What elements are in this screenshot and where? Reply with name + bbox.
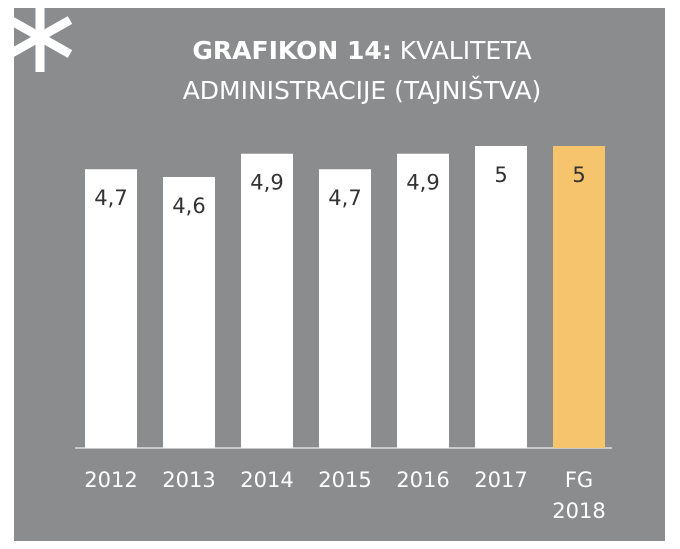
chart-title: GRAFIKON 14: KVALITETA <box>192 36 531 65</box>
data-label: 4,6 <box>172 194 205 218</box>
x-tick-label: FG 2018 <box>552 468 605 523</box>
x-tick-label: 2015 <box>318 468 371 492</box>
x-tick-label: 2012 <box>84 468 137 492</box>
bar <box>163 176 215 448</box>
data-label: 4,9 <box>250 171 283 195</box>
bar <box>241 153 293 448</box>
bar <box>475 146 527 448</box>
bar <box>553 146 605 448</box>
title-part: KVALITETA <box>392 36 532 65</box>
x-tick-label: 2013 <box>162 468 215 492</box>
chart-title: ADMINISTRACIJE (TAJNIŠTVA) <box>183 75 542 105</box>
bar <box>319 169 371 448</box>
data-label: 4,7 <box>94 186 127 210</box>
bar <box>85 169 137 448</box>
data-label: 5 <box>494 163 507 187</box>
data-label: 4,9 <box>406 171 439 195</box>
title-prefix: GRAFIKON 14: <box>192 36 391 65</box>
data-label: 4,7 <box>328 186 361 210</box>
asterisk <box>7 2 73 72</box>
x-tick-label: 2017 <box>474 468 527 492</box>
x-tick-label: 2014 <box>240 468 293 492</box>
data-label: 5 <box>572 163 585 187</box>
bar <box>397 153 449 448</box>
x-tick-label: 2016 <box>396 468 449 492</box>
